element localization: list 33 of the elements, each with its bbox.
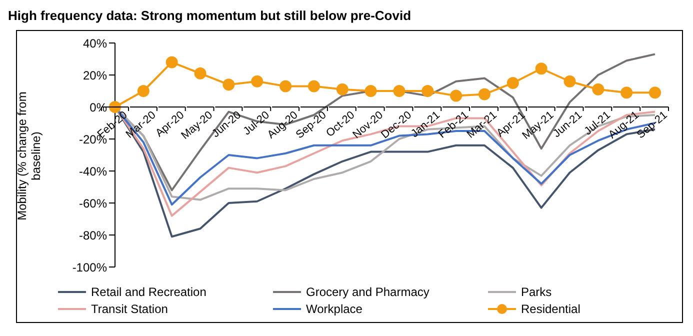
point (564, 75, 576, 88)
point (535, 62, 548, 75)
point (393, 85, 406, 97)
point (137, 85, 150, 97)
point (478, 88, 490, 100)
y-tick-label: -100% (72, 260, 108, 274)
point (422, 85, 434, 97)
y-tick-label: 40% (82, 36, 108, 50)
chart-title: High frequency data: Strong momentum but still below pre-Covid (8, 8, 412, 25)
point (649, 86, 661, 99)
point (592, 83, 604, 96)
legend-label: Workplace (306, 302, 362, 316)
legend-label: Retail and Recreation (91, 285, 206, 299)
legend-label: Grocery and Pharmacy (306, 285, 430, 299)
point (222, 78, 235, 91)
legend-label: Parks (521, 285, 552, 299)
point (251, 75, 264, 88)
point (364, 85, 377, 97)
point (506, 77, 519, 89)
point (194, 67, 206, 80)
legend-label: Residential (521, 302, 580, 316)
legend-label: Transit Station (91, 302, 168, 316)
point (166, 56, 178, 68)
point (280, 80, 292, 92)
y-axis-title: Mobility (% change from baseline) (15, 90, 44, 222)
y-tick-label: 20% (82, 68, 108, 82)
point (620, 86, 633, 99)
y-tick-label: -60% (78, 196, 108, 210)
y-tick-label: -40% (78, 164, 108, 178)
point (450, 90, 462, 102)
point (308, 80, 320, 92)
y-tick-label: -80% (78, 228, 108, 242)
point (336, 83, 348, 96)
